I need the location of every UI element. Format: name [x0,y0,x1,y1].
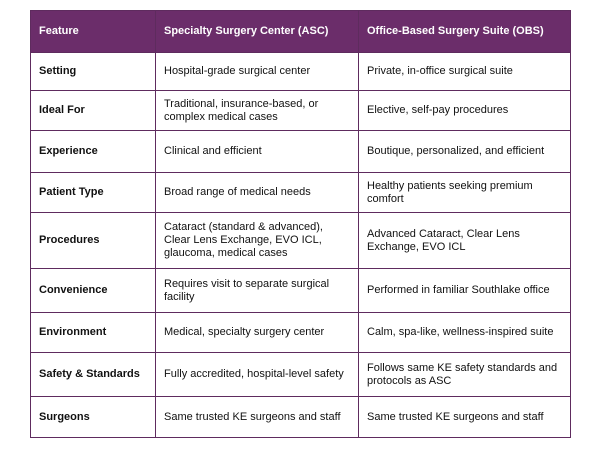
table-row: Environment Medical, specialty surgery ce… [30,312,571,353]
feature-cell: Setting [30,52,156,91]
value-cell: Hospital-grade surgical center [155,52,359,91]
feature-cell: Patient Type [30,172,156,213]
feature-cell: Experience [30,130,156,173]
header-cell: Feature [30,10,156,53]
value-cell: Boutique, personalized, and efficient [358,130,571,173]
value-cell: Cataract (standard & advanced), Clear Le… [155,212,359,269]
table-row: Setting Hospital-grade surgical center Pri… [30,52,571,91]
value-cell: Same trusted KE surgeons and staff [155,396,359,438]
table-row: Surgeons Same trusted KE surgeons and sta… [30,396,571,438]
value-cell: Fully accredited, hospital-level safety [155,352,359,397]
value-cell: Broad range of medical needs [155,172,359,213]
feature-cell: Surgeons [30,396,156,438]
table-row: Safety & Standards Fully accredited, hosp… [30,352,571,397]
header-row: Feature Specialty Surgery Center (ASC) Off… [30,10,571,53]
table-row: Convenience Requires visit to separate su… [30,268,571,313]
value-cell: Calm, spa-like, wellness-inspired suite [358,312,571,353]
value-cell: Traditional, insurance-based, or complex… [155,90,359,131]
table-row: Patient Type Broad range of medical needs… [30,172,571,213]
header-cell: Office-Based Surgery Suite (OBS) [358,10,571,53]
feature-cell: Procedures [30,212,156,269]
value-cell: Medical, specialty surgery center [155,312,359,353]
value-cell: Same trusted KE surgeons and staff [358,396,571,438]
value-cell: Clinical and efficient [155,130,359,173]
value-cell: Advanced Cataract, Clear Lens Exchange, … [358,212,571,269]
comparison-table: Feature Specialty Surgery Center (ASC) Off… [30,10,571,438]
feature-cell: Environment [30,312,156,353]
value-cell: Requires visit to separate surgical faci… [155,268,359,313]
header-cell: Specialty Surgery Center (ASC) [155,10,359,53]
value-cell: Healthy patients seeking premium comfort [358,172,571,213]
value-cell: Performed in familiar Southlake office [358,268,571,313]
feature-cell: Ideal For [30,90,156,131]
table-row: Procedures Cataract (standard & advanced)… [30,212,571,269]
feature-cell: Convenience [30,268,156,313]
table-row: Ideal For Traditional, insurance-based, o… [30,90,571,131]
value-cell: Private, in-office surgical suite [358,52,571,91]
value-cell: Elective, self-pay procedures [358,90,571,131]
value-cell: Follows same KE safety standards and pro… [358,352,571,397]
feature-cell: Safety & Standards [30,352,156,397]
table-row: Experience Clinical and efficient Boutique… [30,130,571,173]
